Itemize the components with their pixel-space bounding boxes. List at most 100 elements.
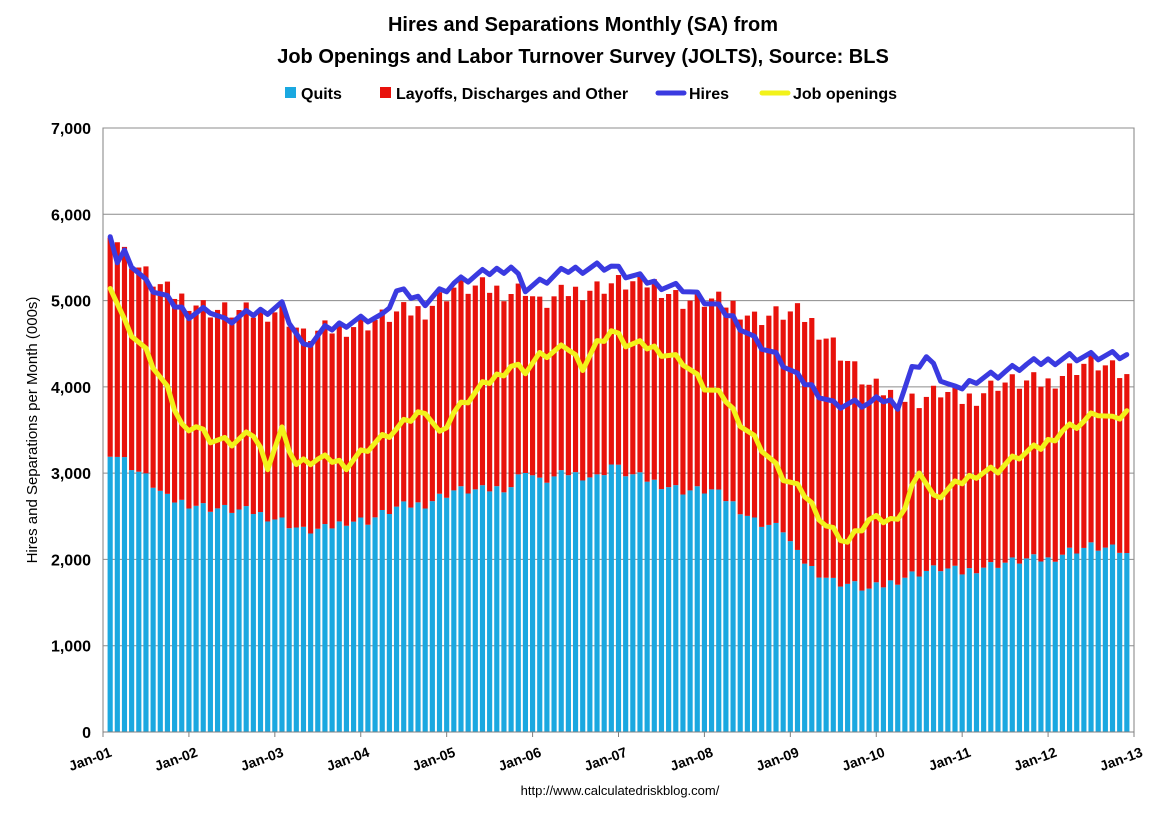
bar-layoffs-discharges-and-other: [666, 294, 672, 488]
bar-layoffs-discharges-and-other: [408, 315, 414, 508]
bar-quits: [766, 524, 772, 732]
bar-layoffs-discharges-and-other: [751, 311, 758, 518]
legend-label: Quits: [301, 86, 342, 103]
bar-quits: [1066, 547, 1073, 732]
bar-quits: [286, 528, 292, 732]
bar-quits: [415, 502, 421, 732]
bar-quits: [988, 562, 994, 732]
bar-quits: [451, 490, 457, 732]
bar-layoffs-discharges-and-other: [938, 397, 944, 572]
bar-quits: [300, 526, 307, 732]
bar-layoffs-discharges-and-other: [630, 281, 636, 475]
bar-layoffs-discharges-and-other: [107, 237, 113, 457]
bar-layoffs-discharges-and-other: [852, 361, 858, 582]
bar-quits: [1016, 563, 1023, 732]
bar-layoffs-discharges-and-other: [351, 327, 357, 522]
bar-quits: [587, 477, 593, 732]
bar-layoffs-discharges-and-other: [959, 403, 965, 575]
chart-subtitle: Job Openings and Labor Turnover Survey (…: [277, 46, 889, 68]
bar-layoffs-discharges-and-other: [1059, 375, 1065, 555]
bar-layoffs-discharges-and-other: [694, 292, 700, 487]
bar-layoffs-discharges-and-other: [487, 292, 493, 492]
bar-layoffs-discharges-and-other: [866, 384, 872, 589]
bar-quits: [107, 456, 113, 732]
bar-quits: [973, 573, 980, 732]
y-axis-title: Hires and Separations per Month (000s): [24, 297, 41, 564]
bar-quits: [236, 509, 242, 732]
bar-layoffs-discharges-and-other: [981, 393, 987, 568]
bar-quits: [1045, 557, 1051, 732]
bar-quits: [773, 522, 779, 732]
bar-layoffs-discharges-and-other: [472, 285, 478, 490]
bar-layoffs-discharges-and-other: [308, 341, 314, 534]
bar-quits: [902, 577, 908, 732]
bar-quits: [250, 514, 256, 732]
bar-quits: [1052, 561, 1058, 732]
bar-quits: [422, 508, 428, 732]
bar-layoffs-discharges-and-other: [386, 321, 392, 514]
bar-quits: [522, 472, 529, 732]
line-job-openings: [107, 286, 1130, 545]
bar-layoffs-discharges-and-other: [222, 302, 228, 505]
bar-layoffs-discharges-and-other: [651, 279, 657, 480]
bar-layoffs-discharges-and-other: [895, 407, 901, 585]
bar-layoffs-discharges-and-other: [995, 390, 1001, 568]
bar-layoffs-discharges-and-other: [451, 287, 457, 491]
bar-quits: [708, 489, 715, 732]
bar-quits: [315, 528, 321, 732]
bar-quits: [429, 501, 435, 732]
legend: Quits Layoffs, Discharges and Other Hires J…: [285, 86, 897, 103]
bar-quits: [222, 504, 228, 732]
bar-quits: [129, 470, 135, 732]
bar-layoffs-discharges-and-other: [172, 298, 178, 503]
bar-quits: [279, 517, 285, 732]
bar-layoffs-discharges-and-other: [845, 360, 851, 584]
bar-quits: [845, 583, 851, 732]
bar-layoffs-discharges-and-other: [945, 391, 951, 569]
bar-quits: [680, 494, 686, 732]
bar-quits: [322, 524, 328, 732]
y-tick-label: 5,000: [51, 294, 91, 311]
bar-layoffs-discharges-and-other: [880, 395, 886, 588]
bar-layoffs-discharges-and-other: [1124, 374, 1130, 554]
bar-quits: [558, 470, 564, 732]
bar-quits: [802, 563, 808, 732]
bar-quits: [487, 491, 493, 732]
bar-layoffs-discharges-and-other: [637, 272, 643, 473]
bar-quits: [329, 528, 335, 732]
bar-quits: [1124, 553, 1130, 732]
bar-layoffs-discharges-and-other: [701, 306, 707, 494]
bar-layoffs-discharges-and-other: [522, 295, 529, 473]
bar-quits: [193, 505, 199, 732]
bar-quits: [615, 464, 622, 732]
bar-quits: [930, 565, 937, 732]
bar-layoffs-discharges-and-other: [193, 305, 199, 506]
bar-layoffs-discharges-and-other: [837, 360, 844, 587]
bar-layoffs-discharges-and-other: [988, 380, 994, 563]
bar-layoffs-discharges-and-other: [286, 326, 292, 529]
bar-quits: [895, 584, 901, 732]
y-tick-label: 4,000: [51, 380, 91, 397]
source-note: http://www.calculatedriskblog.com/: [521, 783, 720, 798]
bar-quits: [794, 549, 801, 732]
bar-quits: [393, 506, 400, 732]
bar-quits: [1109, 544, 1116, 732]
legend-label: Job openings: [793, 86, 897, 103]
chart-title: Hires and Separations Monthly (SA) from: [388, 14, 778, 36]
bar-quits: [214, 508, 221, 732]
bar-layoffs-discharges-and-other: [780, 319, 786, 533]
bar-layoffs-discharges-and-other: [952, 386, 958, 566]
bar-layoffs-discharges-and-other: [372, 319, 378, 518]
bar-quits: [572, 472, 579, 732]
bar-quits: [1117, 552, 1123, 732]
bar-layoffs-discharges-and-other: [114, 242, 120, 457]
legend-swatch: [380, 87, 391, 98]
bar-quits: [945, 568, 951, 732]
bar-layoffs-discharges-and-other: [1045, 378, 1051, 558]
bar-quits: [136, 471, 142, 732]
bar-quits: [372, 517, 378, 732]
bar-quits: [673, 485, 679, 732]
y-tick-label: 6,000: [51, 207, 91, 224]
bar-quits: [1059, 554, 1065, 732]
bar-quits: [759, 526, 765, 732]
